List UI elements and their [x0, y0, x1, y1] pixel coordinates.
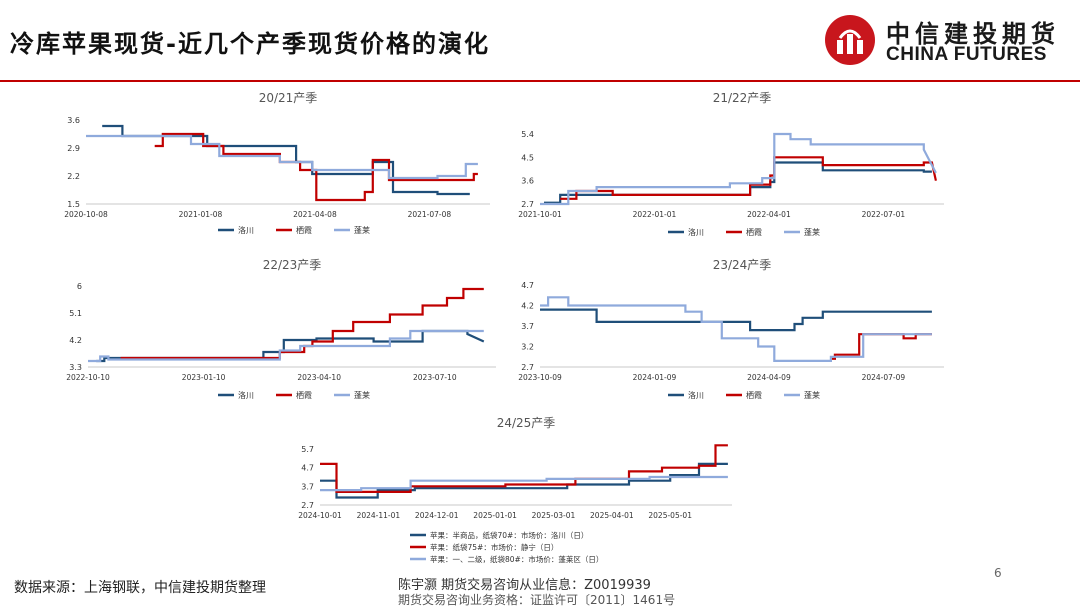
x-tick-label: 2022-01-01 — [633, 210, 677, 219]
legend-label: 栖霞 — [296, 225, 312, 235]
legend-label: 洛川 — [688, 227, 704, 237]
y-tick-label: 4.2 — [69, 336, 82, 345]
chart-21-22: 21/22产季 2.7 3.6 4.5 5.4 2021-10-01 2022-01-01 2… — [518, 91, 944, 237]
x-tick-label: 2023-10-09 — [518, 373, 562, 382]
legend-label: 栖霞 — [746, 390, 762, 400]
series-line-2 — [320, 444, 728, 494]
y-tick-label: 4.7 — [301, 464, 314, 473]
chart-24-25: 24/25产季 2.7 3.7 4.7 5.7 2024-10-01 2024-11-01 2… — [298, 416, 732, 564]
chart-22-23: 22/23产季 3.3 4.2 5.1 6 2022-10-10 2023-01-10 202… — [66, 258, 496, 400]
y-tick-label: 3.7 — [301, 482, 314, 491]
legend-label: 苹果：一、二级，纸袋80#：市场价：蓬莱区（日） — [430, 554, 603, 564]
series-line-2 — [120, 287, 484, 360]
legend-label: 苹果：半商品，纸袋70#：市场价：洛川（日） — [430, 530, 588, 540]
series-line-2 — [560, 156, 937, 200]
y-tick-label: 2.9 — [67, 144, 80, 153]
x-tick-label: 2024-01-09 — [633, 373, 677, 382]
x-tick-label: 2024-07-09 — [862, 373, 906, 382]
y-tick-label: 3.2 — [521, 343, 534, 352]
chart-23-24: 23/24产季 2.7 3.2 3.7 4.2 4.7 2023-10-09 2024-01-… — [518, 258, 944, 400]
y-tick-label: 4.7 — [521, 281, 534, 290]
series-line-1 — [96, 329, 485, 363]
chart-title: 24/25产季 — [497, 416, 556, 430]
data-source: 数据来源：上海钢联，中信建投期货整理 — [14, 580, 266, 596]
y-tick-label: 2.7 — [521, 363, 534, 372]
x-tick-label: 2023-01-10 — [182, 373, 226, 382]
series-line-1 — [544, 161, 932, 204]
legend-label: 蓬莱 — [804, 227, 820, 237]
legend-label: 洛川 — [688, 390, 704, 400]
chart-title: 20/21产季 — [259, 91, 318, 105]
chart-20-21: 20/21产季 1.5 2.2 2.9 3.6 2020-10-08 2021-01-08 2… — [64, 91, 490, 235]
y-tick-label: 6 — [77, 282, 82, 291]
y-tick-label: 3.6 — [67, 116, 80, 125]
chart-title: 22/23产季 — [263, 258, 322, 272]
x-tick-label: 2022-04-01 — [747, 210, 791, 219]
x-tick-label: 2021-04-08 — [293, 210, 337, 219]
x-tick-label: 2020-10-08 — [64, 210, 108, 219]
legend-label: 苹果：纸袋75#：市场价：静宁（日） — [430, 542, 558, 552]
series-line-3 — [540, 132, 937, 206]
x-tick-label: 2023-04-10 — [297, 373, 341, 382]
y-tick-label: 5.7 — [301, 445, 314, 454]
chart-title: 21/22产季 — [713, 91, 772, 105]
x-tick-label: 2021-10-01 — [518, 210, 562, 219]
series-line-1 — [320, 462, 728, 499]
x-tick-label: 2022-07-01 — [862, 210, 906, 219]
y-tick-label: 4.5 — [521, 153, 534, 162]
x-tick-label: 2025-01-01 — [473, 511, 517, 520]
chart-title: 23/24产季 — [713, 258, 772, 272]
series-line-3 — [86, 134, 478, 180]
y-tick-label: 3.7 — [521, 322, 534, 331]
y-tick-label: 3.6 — [521, 177, 534, 186]
series-line-3 — [88, 329, 484, 363]
legend-label: 蓬莱 — [804, 390, 820, 400]
y-tick-label: 2.7 — [521, 200, 534, 209]
y-tick-label: 1.5 — [67, 200, 80, 209]
legend-label: 栖霞 — [746, 227, 762, 237]
page-number: 6 — [994, 566, 1002, 580]
x-tick-label: 2024-12-01 — [415, 511, 459, 520]
series-line-1 — [540, 308, 932, 332]
y-tick-label: 4.2 — [521, 302, 534, 311]
x-tick-label: 2022-10-10 — [66, 373, 110, 382]
x-tick-label: 2025-04-01 — [590, 511, 634, 520]
y-tick-label: 2.7 — [301, 501, 314, 510]
x-tick-label: 2024-10-01 — [298, 511, 342, 520]
citic-logo-mark-icon — [825, 15, 875, 65]
license-info: 期货交易咨询业务资格：证监许可〔2011〕1461号 — [398, 593, 676, 607]
y-tick-label: 5.1 — [69, 309, 82, 318]
series-line-3 — [540, 296, 932, 363]
logo-name: 中信建投期货 — [886, 20, 1060, 48]
company-logo: 中信建投期货 CHINA FUTURES — [822, 12, 1062, 70]
header-divider — [0, 80, 1080, 82]
x-tick-label: 2023-07-10 — [413, 373, 457, 382]
legend-label: 洛川 — [238, 390, 254, 400]
series-line-2 — [830, 333, 932, 360]
page-title: 冷库苹果现货-近几个产季现货价格的演化 — [10, 30, 490, 58]
x-tick-label: 2021-07-08 — [408, 210, 452, 219]
x-tick-label: 2024-11-01 — [357, 511, 401, 520]
logo-english-name: CHINA FUTURES — [886, 44, 1047, 65]
legend-label: 蓬莱 — [354, 390, 370, 400]
analyst-info: 陈宇灏 期货交易咨询从业信息：Z0019939 — [398, 578, 651, 593]
y-tick-label: 3.3 — [69, 363, 82, 372]
x-tick-label: 2025-05-01 — [648, 511, 692, 520]
series-line-3 — [320, 475, 728, 492]
y-tick-label: 2.2 — [67, 172, 80, 181]
x-tick-label: 2021-01-08 — [179, 210, 223, 219]
legend-label: 栖霞 — [296, 390, 312, 400]
legend-label: 洛川 — [238, 225, 254, 235]
x-tick-label: 2025-03-01 — [532, 511, 576, 520]
x-tick-label: 2024-04-09 — [747, 373, 791, 382]
legend-label: 蓬莱 — [354, 225, 370, 235]
y-tick-label: 5.4 — [521, 130, 534, 139]
